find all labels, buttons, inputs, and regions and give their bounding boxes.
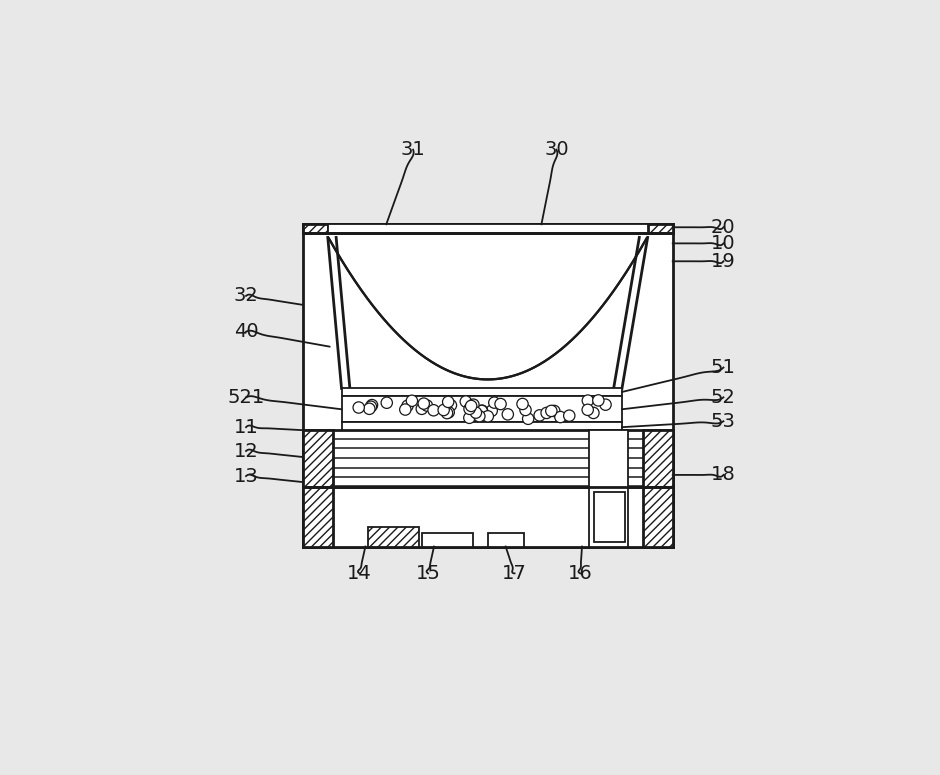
Text: 30: 30 bbox=[544, 140, 569, 159]
Bar bbox=[303, 430, 673, 487]
Circle shape bbox=[489, 397, 500, 408]
Text: 53: 53 bbox=[711, 412, 736, 431]
Bar bbox=[488, 533, 524, 546]
Circle shape bbox=[443, 396, 454, 408]
Circle shape bbox=[477, 405, 488, 416]
Circle shape bbox=[564, 410, 575, 422]
Text: 40: 40 bbox=[234, 322, 258, 341]
Circle shape bbox=[588, 407, 599, 418]
Text: 15: 15 bbox=[415, 564, 441, 583]
Circle shape bbox=[406, 395, 417, 406]
Text: 18: 18 bbox=[711, 466, 736, 484]
Circle shape bbox=[545, 405, 557, 417]
Text: 10: 10 bbox=[712, 234, 736, 253]
Circle shape bbox=[366, 401, 377, 412]
Circle shape bbox=[520, 405, 531, 415]
Circle shape bbox=[465, 400, 477, 412]
Circle shape bbox=[364, 403, 375, 415]
Bar bbox=[303, 224, 328, 233]
Circle shape bbox=[416, 403, 428, 415]
Circle shape bbox=[517, 398, 528, 410]
Bar bbox=[643, 430, 673, 487]
Circle shape bbox=[502, 408, 513, 420]
Bar bbox=[422, 533, 473, 546]
Bar bbox=[303, 430, 333, 487]
Text: 521: 521 bbox=[227, 388, 265, 407]
Bar bbox=[303, 224, 673, 233]
Circle shape bbox=[582, 395, 593, 406]
Bar bbox=[368, 528, 419, 546]
Text: 16: 16 bbox=[568, 564, 592, 583]
Bar bbox=[589, 430, 628, 546]
Circle shape bbox=[367, 399, 378, 411]
Circle shape bbox=[494, 398, 507, 410]
Circle shape bbox=[476, 405, 487, 417]
Text: 13: 13 bbox=[234, 467, 258, 486]
Circle shape bbox=[402, 400, 414, 412]
Bar bbox=[328, 224, 648, 233]
Circle shape bbox=[418, 398, 430, 409]
Circle shape bbox=[381, 397, 392, 408]
Circle shape bbox=[443, 407, 454, 418]
Circle shape bbox=[555, 412, 566, 422]
Circle shape bbox=[463, 412, 475, 423]
Text: 11: 11 bbox=[234, 418, 258, 436]
Bar bbox=[341, 388, 622, 396]
Bar bbox=[643, 487, 673, 546]
Bar bbox=[341, 422, 622, 430]
Bar bbox=[303, 224, 673, 546]
Bar bbox=[594, 491, 625, 542]
Circle shape bbox=[470, 407, 481, 418]
Circle shape bbox=[549, 405, 560, 417]
Bar bbox=[303, 487, 673, 546]
Text: 31: 31 bbox=[400, 140, 426, 159]
Circle shape bbox=[486, 405, 497, 416]
Circle shape bbox=[600, 399, 611, 410]
Circle shape bbox=[438, 405, 449, 415]
Bar bbox=[303, 487, 333, 546]
Bar bbox=[341, 396, 622, 422]
Circle shape bbox=[353, 402, 365, 413]
Circle shape bbox=[540, 407, 553, 418]
Circle shape bbox=[400, 404, 411, 415]
Text: 20: 20 bbox=[712, 218, 736, 237]
Circle shape bbox=[468, 399, 479, 410]
Text: 17: 17 bbox=[502, 564, 527, 583]
Circle shape bbox=[482, 411, 494, 422]
Text: 51: 51 bbox=[711, 358, 736, 377]
Circle shape bbox=[463, 403, 476, 415]
Circle shape bbox=[460, 396, 472, 407]
Text: 14: 14 bbox=[347, 564, 372, 583]
Text: 12: 12 bbox=[234, 442, 258, 460]
Text: 32: 32 bbox=[234, 287, 258, 305]
Text: 19: 19 bbox=[711, 252, 736, 270]
Text: 52: 52 bbox=[711, 388, 736, 407]
Circle shape bbox=[534, 410, 545, 421]
Circle shape bbox=[446, 400, 457, 411]
Circle shape bbox=[474, 411, 485, 422]
Bar bbox=[648, 224, 673, 233]
Circle shape bbox=[592, 394, 604, 406]
Circle shape bbox=[421, 400, 432, 412]
Circle shape bbox=[582, 404, 593, 415]
Polygon shape bbox=[328, 237, 648, 388]
Circle shape bbox=[428, 405, 439, 416]
Circle shape bbox=[442, 408, 453, 419]
Circle shape bbox=[523, 413, 534, 425]
